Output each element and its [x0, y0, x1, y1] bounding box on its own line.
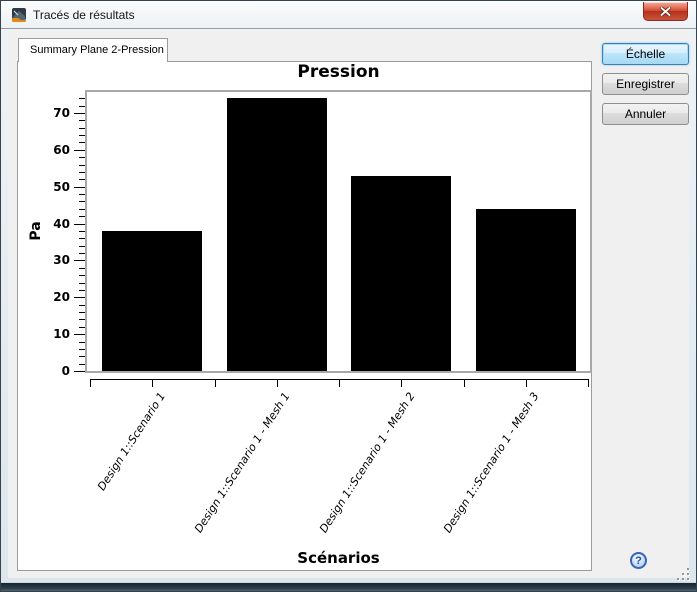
x-axis-tick — [588, 379, 589, 387]
y-minor-tick — [79, 348, 85, 350]
y-minor-tick — [79, 105, 85, 107]
bar-4 — [475, 208, 576, 371]
close-icon — [660, 6, 671, 16]
y-minor-tick — [79, 319, 85, 321]
y-minor-tick — [79, 98, 85, 100]
y-major-tick — [74, 113, 85, 114]
y-minor-tick — [79, 120, 85, 122]
y-tick-label: 10 — [53, 327, 70, 342]
y-minor-tick — [79, 142, 85, 144]
y-major-tick — [74, 223, 85, 225]
y-minor-tick — [79, 275, 85, 277]
bar-1 — [102, 230, 203, 371]
bar-3 — [351, 175, 452, 371]
y-tick-label: 60 — [53, 142, 70, 157]
y-minor-tick — [79, 216, 85, 218]
x-category-label: Design 1::Scenario 1 - Mesh 3 — [441, 390, 542, 536]
tab-summary-plane-2-pression[interactable]: Summary Plane 2-Pression — [18, 38, 168, 62]
y-minor-tick — [79, 363, 85, 365]
y-minor-tick — [79, 135, 85, 137]
window-title: Tracés de résultats — [33, 8, 135, 22]
x-axis-tick — [276, 379, 278, 387]
close-button[interactable] — [643, 2, 688, 21]
scale-button[interactable]: Échelle — [602, 43, 689, 65]
x-axis-tick — [463, 379, 465, 387]
y-minor-tick — [79, 208, 85, 210]
y-minor-tick — [79, 341, 85, 343]
y-minor-tick — [79, 171, 85, 173]
x-axis-tick — [90, 379, 91, 387]
y-minor-tick — [79, 253, 85, 255]
y-minor-tick — [79, 245, 85, 247]
help-icon: ? — [635, 554, 642, 567]
frame-bottom-edge — [1, 582, 696, 591]
y-minor-tick — [79, 201, 85, 203]
y-tick-label: 0 — [61, 364, 70, 378]
y-major-tick — [74, 260, 85, 262]
titlebar[interactable]: Tracés de résultats — [1, 1, 696, 29]
resize-grip[interactable] — [677, 568, 690, 580]
y-minor-tick — [79, 164, 85, 166]
y-minor-tick — [79, 230, 85, 232]
y-major-tick — [74, 149, 85, 151]
y-tick-label: 20 — [53, 290, 70, 305]
x-axis-tick — [339, 379, 340, 387]
bar-2 — [226, 98, 327, 371]
cancel-button[interactable]: Annuler — [602, 103, 689, 125]
y-minor-tick — [79, 179, 85, 181]
y-major-tick — [74, 186, 85, 188]
y-minor-tick — [79, 238, 85, 240]
help-button[interactable]: ? — [630, 552, 647, 569]
y-major-tick — [74, 297, 85, 299]
x-axis-tick — [525, 379, 527, 387]
x-axis-tick — [401, 379, 403, 387]
y-minor-tick — [79, 127, 85, 129]
y-tick-label: 40 — [53, 216, 70, 231]
y-minor-tick — [79, 356, 85, 358]
y-major-tick — [74, 334, 85, 336]
y-minor-tick — [79, 282, 85, 284]
y-minor-tick — [79, 194, 85, 196]
chart-title: Pression — [297, 62, 380, 82]
y-tick-label: 50 — [53, 179, 70, 194]
y-minor-tick — [79, 267, 85, 269]
y-minor-tick — [79, 304, 85, 306]
y-minor-tick — [79, 326, 85, 328]
save-button[interactable]: Enregistrer — [602, 73, 689, 95]
y-minor-tick — [79, 289, 85, 291]
x-axis-title: Scénarios — [297, 549, 380, 567]
x-category-label: Design 1::Scenario 1 - Mesh 2 — [316, 390, 418, 536]
y-tick-label: 70 — [53, 106, 70, 120]
y-minor-tick — [79, 157, 85, 159]
y-tick-label: 30 — [53, 253, 70, 268]
y-major-tick — [74, 371, 85, 372]
x-axis-tick — [214, 379, 216, 387]
x-category-label: Design 1::Scenario 1 - Mesh 1 — [192, 390, 293, 536]
app-icon — [11, 7, 27, 23]
x-axis-tick — [152, 379, 154, 387]
y-minor-tick — [79, 312, 85, 314]
x-category-label: Design 1::Scenario 1 — [95, 390, 169, 493]
